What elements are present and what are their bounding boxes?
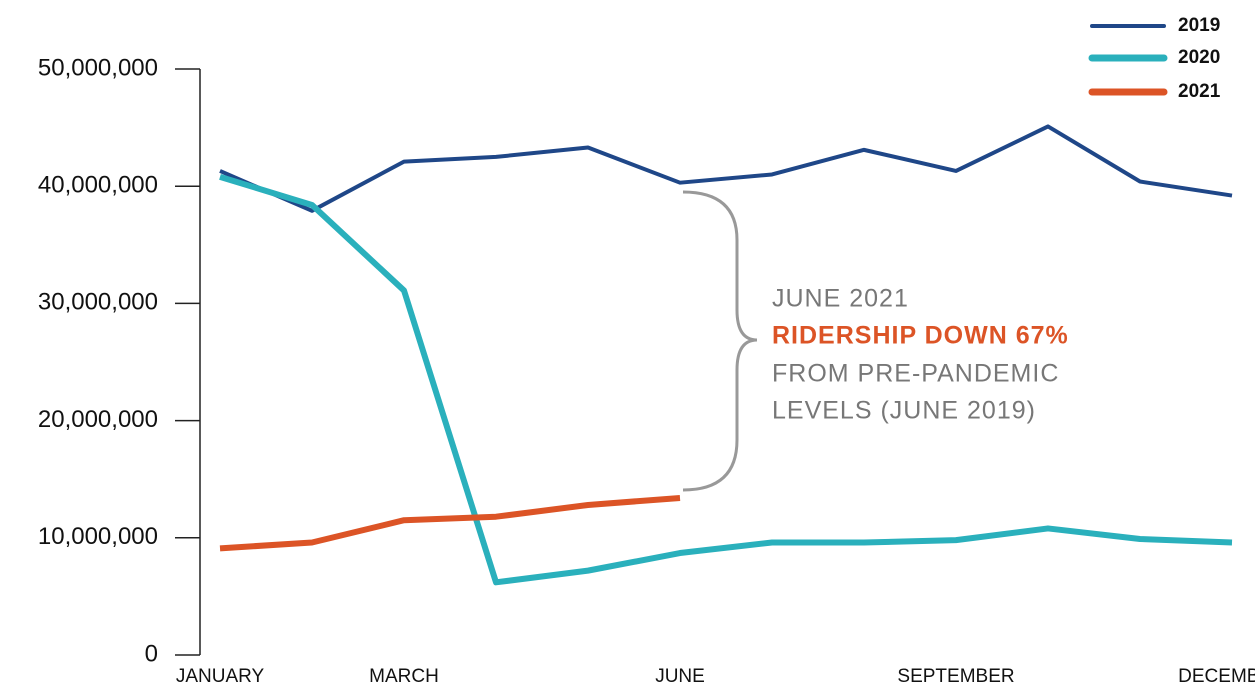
annotation: FROM PRE-PANDEMIC (772, 360, 1059, 388)
x-tick-label: MARCH (369, 666, 439, 687)
legend-label: 2021 (1178, 81, 1221, 102)
line-2019 (219, 124, 1233, 213)
y-tick-label: 0 (145, 640, 158, 667)
x-tick-label: DECEMBER (1178, 666, 1255, 687)
legend-label: 2020 (1178, 47, 1220, 68)
y-tick-label: 30,000,000 (38, 289, 158, 316)
annotation-highlight: RIDERSHIP DOWN 67% (772, 322, 1069, 350)
y-tick-label: 40,000,000 (38, 172, 158, 199)
annotation: LEVELS (JUNE 2019) (772, 397, 1036, 425)
x-tick-label: SEPTEMBER (897, 666, 1014, 687)
x-tick-label: JANUARY (176, 666, 265, 687)
x-tick-label: JUNE (655, 666, 705, 687)
y-tick-label: 50,000,000 (38, 54, 158, 81)
brace (682, 190, 758, 492)
y-tick-label: 20,000,000 (38, 406, 158, 433)
line-2021 (219, 494, 681, 552)
y-tick-label: 10,000,000 (38, 523, 158, 550)
annotation: JUNE 2021 (772, 285, 909, 313)
legend-label: 2019 (1178, 15, 1220, 36)
line-2020 (219, 173, 1233, 586)
